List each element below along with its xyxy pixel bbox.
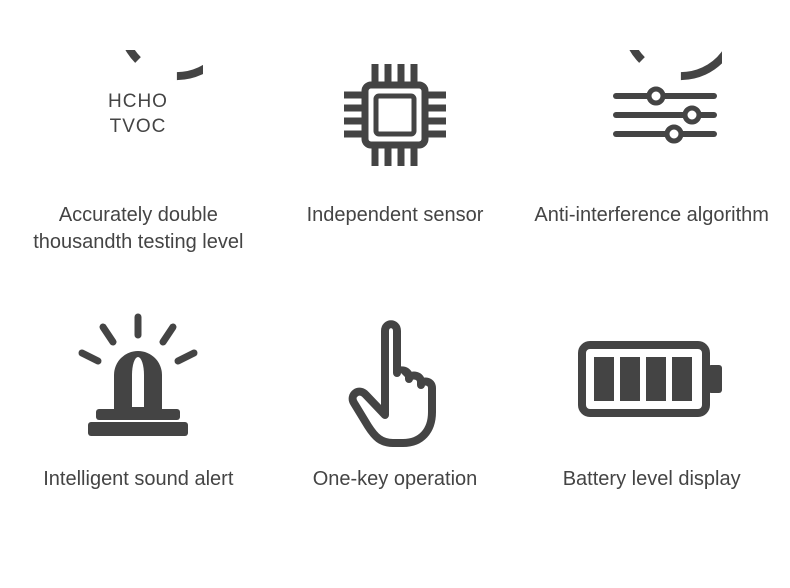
feature-label: Anti-interference algorithm: [528, 202, 775, 229]
feature-battery: Battery level display: [523, 294, 780, 558]
feature-hcho-tvoc: HCHO TVOC Accurately double thousandth t…: [10, 30, 267, 294]
feature-grid: HCHO TVOC Accurately double thousandth t…: [0, 0, 790, 588]
feature-label: One-key operation: [307, 466, 484, 493]
feature-label: Intelligent sound alert: [37, 466, 239, 493]
hand-pointer-icon: [310, 294, 480, 464]
feature-one-key: One-key operation: [267, 294, 524, 558]
svg-text:HCHO: HCHO: [108, 91, 168, 112]
sliders-ring-icon: [567, 30, 737, 200]
feature-label: Independent sensor: [301, 202, 490, 229]
feature-sensor: Independent sensor: [267, 30, 524, 294]
feature-label: Battery level display: [557, 466, 747, 493]
feature-label: Accurately double thousandth testing lev…: [10, 202, 267, 256]
siren-icon: [53, 294, 223, 464]
battery-icon: [567, 294, 737, 464]
svg-text:TVOC: TVOC: [110, 116, 167, 137]
feature-sound-alert: Intelligent sound alert: [10, 294, 267, 558]
feature-algorithm: Anti-interference algorithm: [523, 30, 780, 294]
chip-icon: [310, 30, 480, 200]
ring-text-icon: HCHO TVOC: [53, 30, 223, 200]
